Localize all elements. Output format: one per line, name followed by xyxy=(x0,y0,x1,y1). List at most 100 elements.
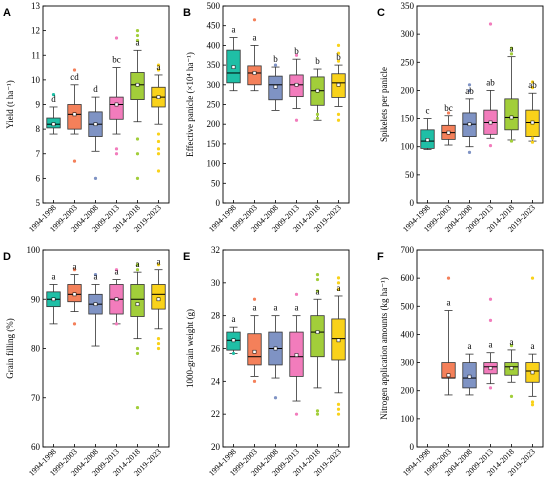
box-2009-2013: bc xyxy=(109,36,124,156)
outlier-point xyxy=(135,263,140,267)
panel-letter: A xyxy=(3,7,11,19)
box-1999-2003: a xyxy=(441,276,456,396)
mean-marker xyxy=(273,346,278,351)
outlier-point xyxy=(72,68,77,72)
outlier-point xyxy=(114,268,119,272)
box-iqr xyxy=(67,104,82,130)
outlier-point xyxy=(336,59,341,63)
mean-marker xyxy=(72,112,77,117)
y-axis-label: Nitrogen application amounts (kg ha⁻¹) xyxy=(379,277,389,419)
box-2004-2008: ab xyxy=(462,83,477,154)
mean-marker xyxy=(51,122,56,127)
outlier-point xyxy=(530,136,535,140)
outlier-point xyxy=(252,18,257,22)
significance-letter: a xyxy=(253,303,257,313)
panel-letter: C xyxy=(377,7,385,19)
y-tick-label: 100 xyxy=(401,142,415,152)
outlier-point xyxy=(530,400,535,404)
outlier-point xyxy=(135,346,140,351)
y-tick-label: 5 xyxy=(36,198,41,208)
outlier-point xyxy=(467,88,472,93)
box-2004-2008: a xyxy=(268,303,283,400)
outlier-point xyxy=(135,152,140,156)
mean-marker xyxy=(488,366,493,371)
outlier-point xyxy=(446,111,451,115)
box-2009-2013: a xyxy=(483,297,498,390)
box-1999-2003: a xyxy=(247,297,262,383)
outlier-point xyxy=(530,140,535,144)
y-tick-label: 400 xyxy=(207,40,221,50)
box-2014-2018: a xyxy=(130,29,145,180)
box-1999-2003: a xyxy=(67,262,82,326)
plot-frame xyxy=(416,249,544,448)
box-2014-2018: b xyxy=(310,56,325,121)
y-tick-label: 60 xyxy=(31,442,41,452)
significance-letter: a xyxy=(531,341,535,351)
y-tick-label: 20 xyxy=(211,442,221,452)
y-tick-label: 300 xyxy=(401,29,415,39)
significance-letter: a xyxy=(52,271,56,281)
plot-frame xyxy=(222,5,350,204)
mean-marker xyxy=(315,88,320,93)
outlier-point xyxy=(509,394,514,398)
y-axis-label: Grain filling (%) xyxy=(5,318,15,378)
y-tick-label: 250 xyxy=(207,100,221,110)
significance-letter: ab xyxy=(465,86,474,96)
outlier-point xyxy=(315,277,320,282)
outlier-point xyxy=(336,412,341,416)
box-iqr xyxy=(130,284,145,317)
outlier-point xyxy=(530,86,535,90)
mean-marker xyxy=(294,82,299,87)
outlier-point xyxy=(315,116,320,120)
outlier-point xyxy=(51,93,56,97)
outlier-point xyxy=(488,386,493,390)
significance-letter: ab xyxy=(486,77,495,87)
mean-marker xyxy=(156,95,161,99)
mean-marker xyxy=(135,302,140,307)
significance-letter: a xyxy=(94,271,98,281)
outlier-point xyxy=(135,29,140,33)
box-2009-2013: b xyxy=(289,46,304,122)
box-iqr xyxy=(247,333,262,366)
outlier-point xyxy=(336,407,341,411)
significance-letter: b xyxy=(336,52,341,62)
significance-letter: a xyxy=(253,32,257,42)
outlier-point xyxy=(530,80,535,84)
mean-marker xyxy=(509,115,514,120)
significance-letter: a xyxy=(73,262,77,272)
y-tick-label: 500 xyxy=(401,301,415,311)
mean-marker xyxy=(114,102,119,107)
mean-marker xyxy=(135,82,140,87)
box-2014-2018: a xyxy=(310,273,325,416)
box-1994-1998: a xyxy=(226,25,241,92)
significance-letter: a xyxy=(510,44,514,54)
box-2004-2008: d xyxy=(88,84,103,180)
significance-letter: b xyxy=(315,56,320,66)
y-tick-label: 450 xyxy=(207,21,221,31)
outlier-point xyxy=(509,52,514,56)
mean-marker xyxy=(273,84,278,89)
y-tick-label: 150 xyxy=(207,139,221,149)
mean-marker xyxy=(114,297,119,302)
outlier-point xyxy=(114,322,119,326)
outlier-point xyxy=(114,152,119,156)
mean-marker xyxy=(72,292,77,297)
y-tick-label: 300 xyxy=(401,358,415,368)
outlier-point xyxy=(467,150,472,154)
outlier-point xyxy=(252,297,257,301)
box-1994-1998: a xyxy=(226,314,241,356)
box-2014-2018: a xyxy=(130,259,145,410)
outlier-point xyxy=(114,147,119,151)
outlier-point xyxy=(336,276,341,280)
mean-marker xyxy=(252,349,257,354)
box-iqr xyxy=(151,284,166,310)
outlier-point xyxy=(488,143,493,148)
outlier-point xyxy=(156,152,161,156)
y-tick-label: 50 xyxy=(405,170,415,180)
outlier-point xyxy=(488,297,493,301)
mean-marker xyxy=(467,122,472,127)
significance-letter: a xyxy=(136,37,140,47)
outlier-point xyxy=(93,273,98,277)
